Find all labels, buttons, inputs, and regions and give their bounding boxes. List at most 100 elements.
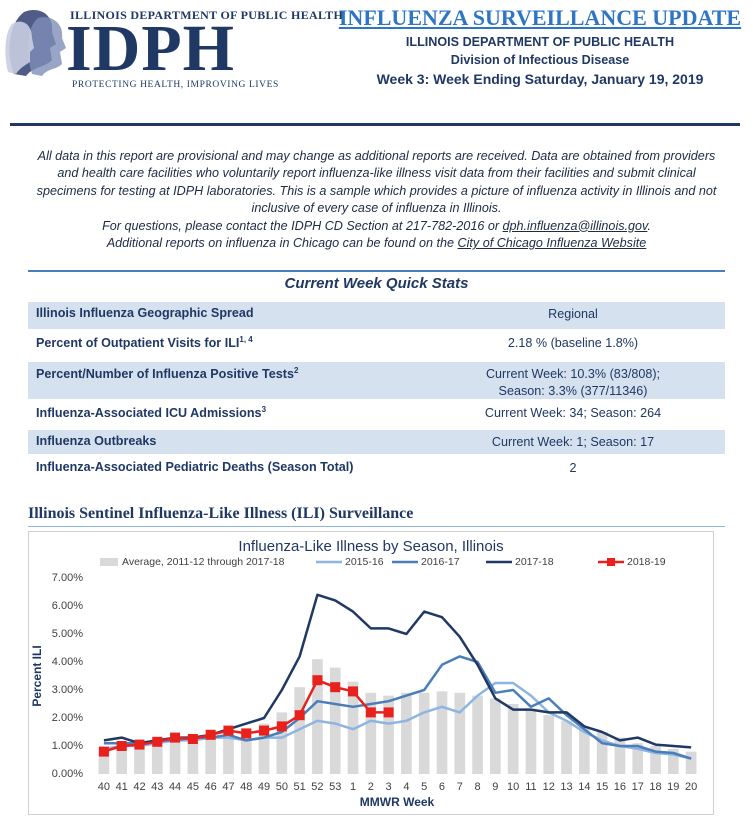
marker: [98, 746, 109, 757]
legend-label: 2018-19: [627, 556, 666, 568]
x-tick-label: 18: [649, 781, 661, 793]
marker: [134, 739, 145, 750]
bar: [525, 709, 537, 774]
x-tick-label: 1: [350, 781, 356, 793]
bar: [650, 746, 661, 774]
x-tick-label: 47: [222, 781, 234, 793]
section-rule: [28, 526, 725, 527]
stat-label: Influenza-Associated Pediatric Deaths (S…: [36, 460, 353, 474]
footnote-ref: 3: [261, 405, 267, 414]
bar: [116, 746, 128, 774]
marker: [312, 675, 323, 686]
stat-label-text: Illinois Influenza Geographic Spread: [36, 306, 254, 320]
bar: [169, 740, 181, 774]
y-tick-label: 1.00%: [52, 740, 83, 752]
marker: [241, 728, 252, 739]
x-tick-label: 40: [98, 781, 110, 793]
stat-value: 2: [418, 460, 728, 477]
bar: [579, 726, 590, 774]
bar: [454, 692, 466, 774]
stat-value-line: 2: [569, 461, 577, 475]
stat-label: Influenza-Associated ICU Admissions3: [36, 405, 266, 420]
x-tick-label: 5: [421, 781, 427, 793]
department: ILLINOIS DEPARTMENT OF PUBLIC HEALTH: [405, 35, 675, 49]
bar: [365, 692, 377, 774]
stat-label: Percent of Outpatient Visits for ILI1, 4: [36, 335, 253, 350]
y-tick-label: 6.00%: [52, 600, 83, 612]
bar: [134, 746, 145, 774]
y-tick-label: 2.00%: [52, 712, 83, 724]
marker: [259, 725, 270, 736]
legend-swatch: [100, 558, 118, 566]
stat-label: Influenza Outbreaks: [36, 434, 156, 448]
marker: [330, 682, 341, 693]
stat-value-line: Current Week: 10.3% (83/808);: [485, 367, 661, 381]
bar: [151, 743, 163, 774]
stat-label: Percent/Number of Influenza Positive Tes…: [36, 366, 298, 381]
x-tick-label: 50: [276, 781, 288, 793]
x-tick-label: 15: [596, 781, 608, 793]
chicago-text: Additional reports on influenza in Chica…: [106, 236, 458, 251]
x-axis-label: MMWR Week: [360, 795, 435, 809]
stat-row: Percent of Outpatient Visits for ILI1, 4…: [28, 331, 725, 360]
intro-paragraph: All data in this report are provisional …: [36, 149, 717, 216]
bar: [294, 687, 305, 774]
bar: [347, 681, 359, 774]
x-tick-label: 49: [258, 781, 270, 793]
chicago-line: Additional reports on influenza in Chica…: [30, 235, 723, 252]
y-tick-label: 4.00%: [52, 656, 83, 668]
logo-silhouettes: [5, 10, 66, 76]
x-tick-label: 14: [578, 781, 590, 793]
x-tick-label: 20: [685, 781, 697, 793]
x-tick-label: 11: [525, 781, 536, 793]
bar: [240, 729, 252, 774]
x-tick-label: 42: [133, 781, 145, 793]
bar: [596, 732, 608, 774]
bar: [187, 737, 199, 774]
stat-label-text: Influenza Outbreaks: [36, 434, 157, 448]
legend-label: Average, 2011-12 through 2017-18: [122, 556, 285, 568]
chart-border: [28, 531, 714, 815]
stat-value: Regional: [418, 306, 728, 323]
stat-value-line: Current Week: 34; Season: 264: [484, 406, 662, 420]
divider: [10, 123, 740, 126]
stat-label-text: Percent/Number of Influenza Positive Tes…: [36, 367, 294, 382]
table-rule: [28, 270, 725, 272]
marker: [205, 729, 216, 740]
marker: [187, 734, 198, 744]
x-tick-label: 48: [240, 781, 252, 793]
x-tick-label: 19: [667, 781, 679, 793]
bar: [401, 692, 412, 774]
marker: [276, 721, 287, 732]
bar: [685, 751, 697, 774]
stat-label-text: Influenza-Associated Pediatric Deaths (S…: [36, 460, 354, 474]
stat-value-line: Season: 3.3% (377/11346): [498, 384, 648, 398]
footnote-ref: 2: [294, 366, 299, 375]
email-link[interactable]: dph.influenza@illinois.gov: [502, 218, 648, 233]
marker: [294, 710, 305, 721]
x-tick-label: 16: [614, 781, 626, 793]
stat-label-text: Influenza-Associated ICU Admissions: [36, 406, 262, 421]
contact-text: For questions, please contact the IDPH C…: [102, 218, 503, 233]
y-tick-label: 5.00%: [52, 628, 83, 640]
bar: [543, 715, 555, 774]
bar: [507, 704, 519, 774]
stat-row: Illinois Influenza Geographic Spread Regi…: [28, 302, 725, 329]
x-tick-label: 44: [169, 781, 181, 793]
footnote-ref: 1, 4: [239, 335, 253, 344]
logo-text: IDPH: [66, 12, 235, 85]
chart-title: Influenza-Like Illness by Season, Illino…: [238, 538, 503, 555]
bar: [490, 698, 501, 774]
intro: All data in this report are provisional …: [30, 148, 723, 252]
chicago-link[interactable]: City of Chicago Influenza Website: [457, 236, 647, 251]
x-tick-label: 43: [151, 781, 163, 793]
chart: Influenza-Like Illness by Season, Illino…: [28, 531, 714, 815]
y-tick-label: 0.00%: [52, 768, 83, 780]
marker: [116, 741, 127, 751]
stat-value: Current Week: 34; Season: 264: [418, 405, 728, 422]
stat-value: 2.18 % (baseline 1.8%): [418, 335, 728, 352]
stat-row: Percent/Number of Influenza Positive Tes…: [28, 362, 725, 399]
bar: [98, 748, 110, 774]
stat-value: Current Week: 1; Season: 17: [418, 434, 728, 451]
marker: [152, 736, 163, 747]
